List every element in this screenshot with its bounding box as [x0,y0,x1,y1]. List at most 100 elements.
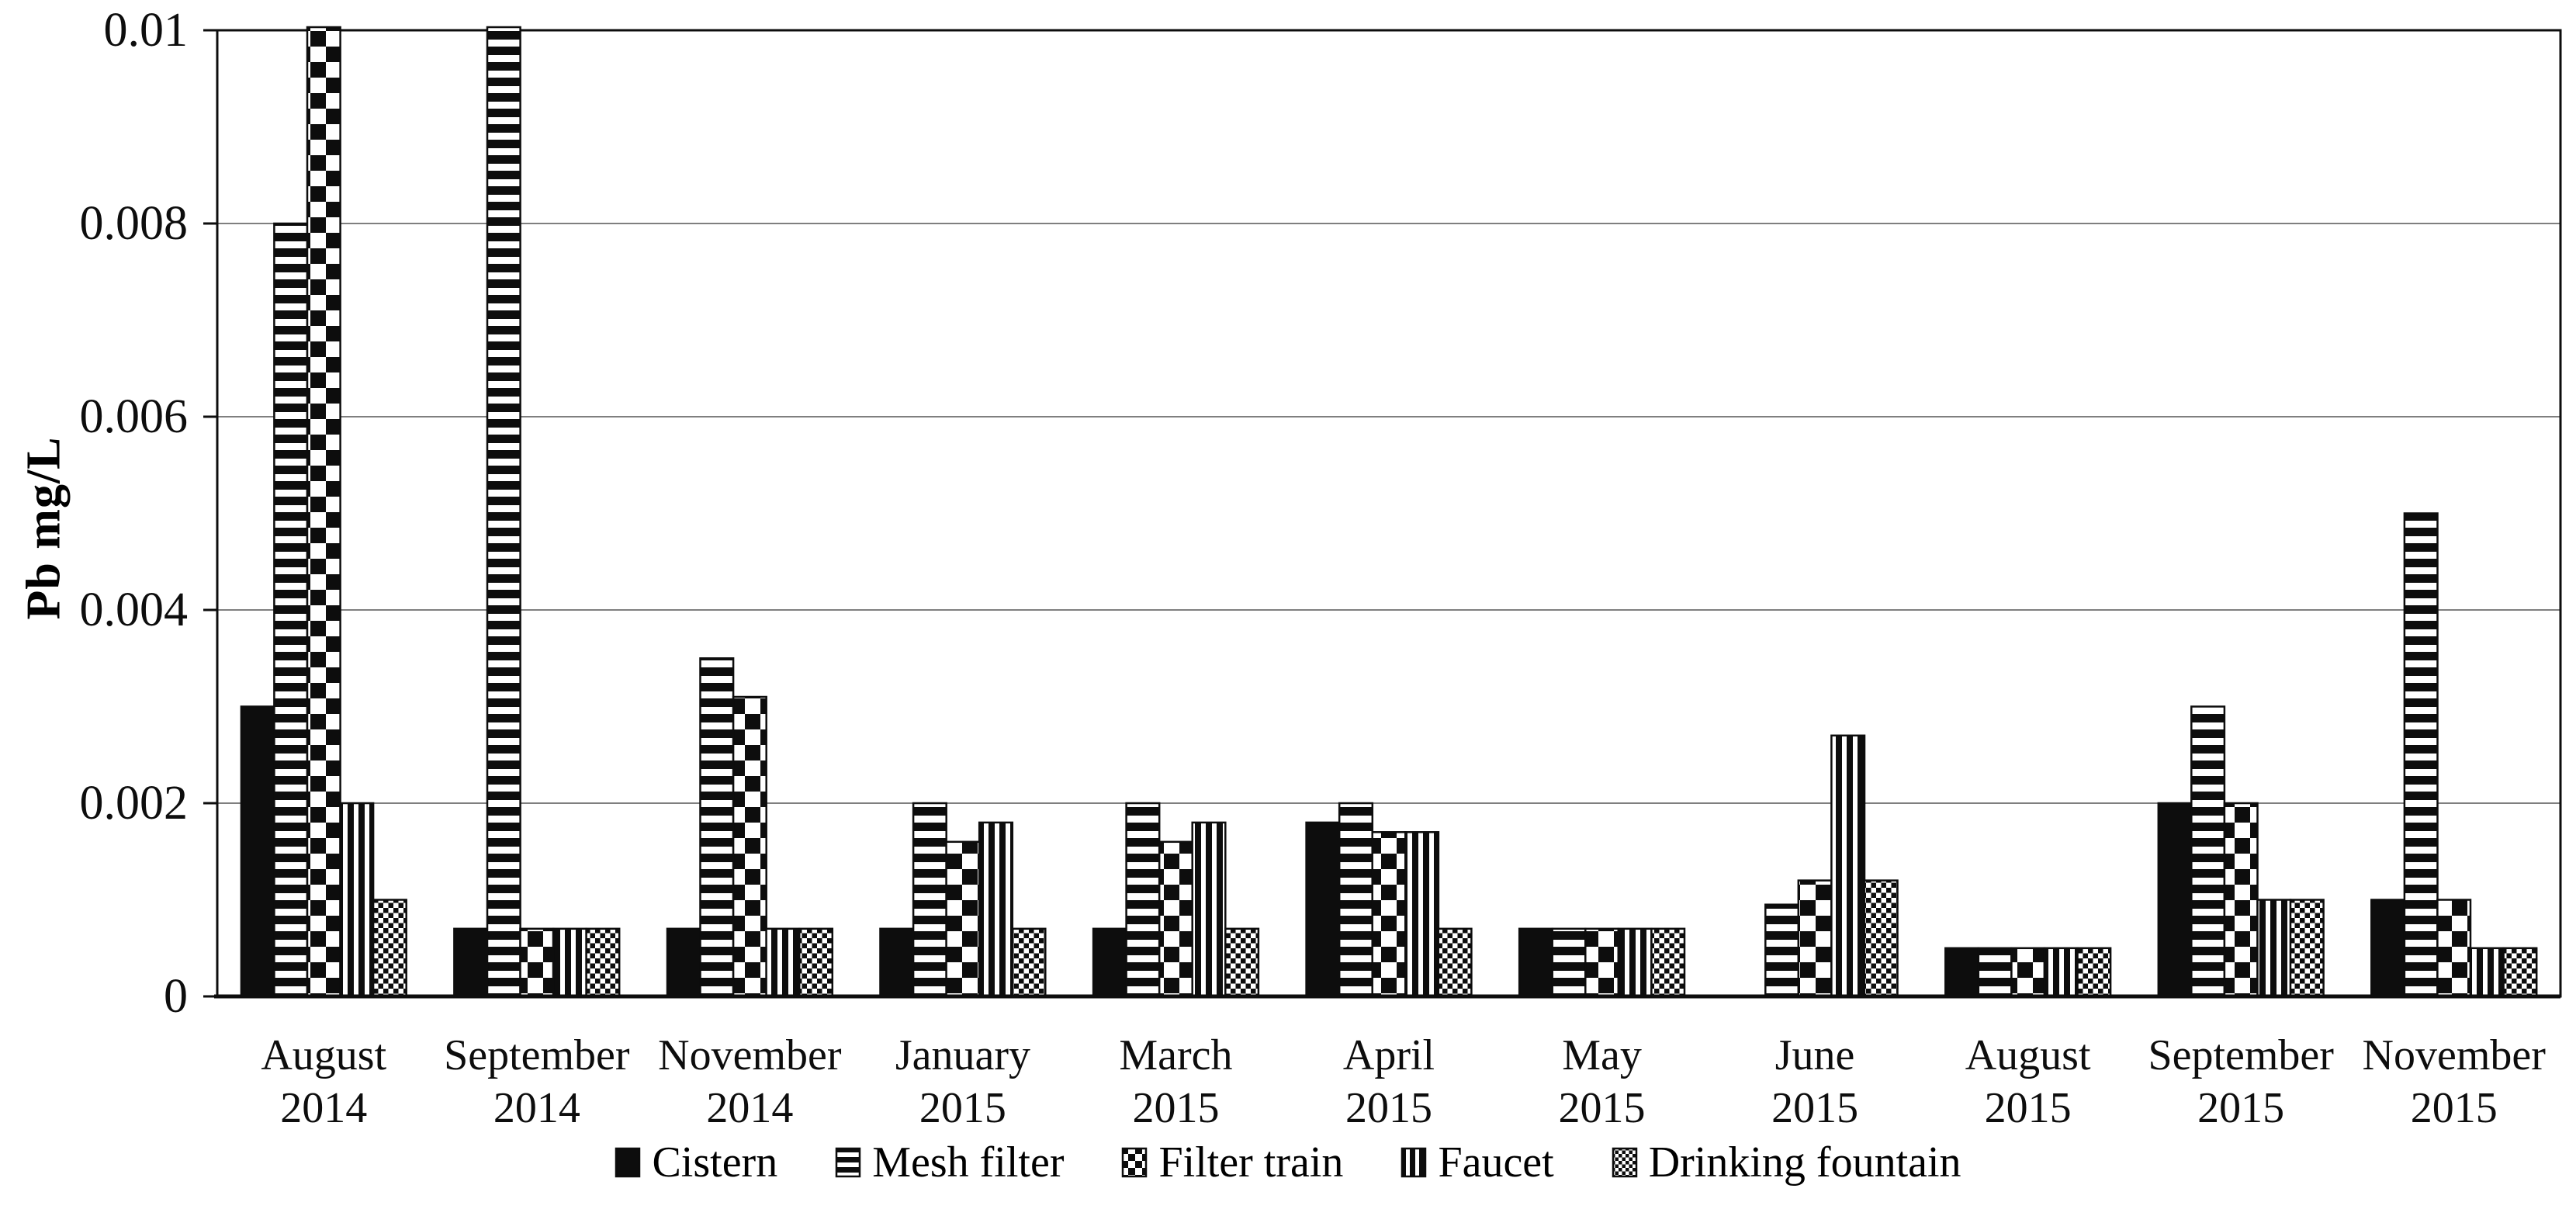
bar-drinking-fountain-march-2015 [1224,927,1260,998]
x-axis-label-month: April [1343,1031,1435,1079]
bar-mesh-filter-august-2015 [1977,947,2013,998]
x-axis-label-year: 2014 [493,1084,580,1132]
legend-item-filter-train: Filter train [1121,1138,1343,1187]
x-axis-label-year: 2015 [1771,1084,1858,1132]
x-axis-label-year: 2015 [1985,1084,2072,1132]
bar-mesh-filter-november-2015 [2403,512,2439,998]
y-tick-label: 0 [164,970,188,1023]
bar-drinking-fountain-september-2015 [2289,899,2325,998]
x-axis-label-year: 2015 [1559,1084,1646,1132]
bar-faucet-april-2015 [1404,831,1440,998]
bar-faucet-january-2015 [978,821,1014,998]
bar-mesh-filter-january-2015 [912,802,947,998]
bar-cistern-march-2015 [1092,927,1127,998]
bar-drinking-fountain-june-2015 [1863,879,1899,998]
x-axis-label-month: June [1775,1031,1855,1079]
bar-drinking-fountain-april-2015 [1437,927,1473,998]
bar-drinking-fountain-january-2015 [1011,927,1047,998]
x-axis-label-year: 2014 [280,1084,367,1132]
bar-cistern-may-2015 [1518,927,1554,998]
x-axis-label-month: August [1965,1031,2091,1079]
y-tick-label: 0.01 [104,4,189,57]
bar-faucet-august-2015 [2043,947,2079,998]
bar-filter-train-march-2015 [1158,840,1194,998]
legend-label: Filter train [1158,1138,1344,1187]
bar-faucet-march-2015 [1191,821,1227,998]
legend-label: Mesh filter [872,1138,1065,1187]
bar-drinking-fountain-november-2015 [2502,947,2538,998]
bar-cistern-september-2015 [2157,802,2193,998]
x-axis-label-month: September [444,1031,630,1079]
x-axis-label-month: November [2363,1031,2547,1079]
legend-item-drinking-fountain: Drinking fountain [1612,1138,1961,1187]
bar-faucet-june-2015 [1830,734,1866,998]
y-tick-label: 0.004 [80,584,189,636]
legend-item-mesh-filter: Mesh filter [835,1138,1064,1187]
bar-mesh-filter-november-2014 [699,657,735,998]
bar-faucet-november-2015 [2469,947,2505,998]
bar-mesh-filter-september-2015 [2190,705,2226,998]
x-axis-label-year: 2015 [919,1084,1006,1132]
legend-marker-horizontal-stripes-icon [835,1147,861,1178]
bar-filter-train-september-2014 [519,927,555,998]
x-axis-label-year: 2015 [1132,1084,1219,1132]
legend-label: Faucet [1438,1138,1554,1187]
bar-filter-train-august-2014 [306,26,341,998]
bar-faucet-may-2015 [1617,927,1653,998]
legend-marker-checkerboard-icon [1122,1147,1148,1178]
x-axis-label-year: 2015 [2411,1084,2498,1132]
legend-marker-vertical-stripes-icon [1401,1147,1427,1178]
bar-cistern-september-2014 [453,927,489,998]
x-axis-label-year: 2014 [706,1084,793,1132]
bar-faucet-august-2014 [339,802,375,998]
legend-label: Drinking fountain [1648,1138,1961,1187]
bar-filter-train-may-2015 [1584,927,1620,998]
y-tick-label: 0.008 [80,197,189,250]
bar-filter-train-june-2015 [1797,879,1833,998]
x-axis-label-month: September [2148,1031,2334,1079]
x-axis-label-year: 2015 [1345,1084,1432,1132]
y-tick-label: 0.002 [80,777,189,830]
bar-filter-train-september-2015 [2223,802,2259,998]
bar-mesh-filter-september-2014 [486,26,521,998]
legend: Cistern Mesh filter Filter train Faucet Drin… [0,1138,2576,1187]
bar-mesh-filter-april-2015 [1338,802,1374,998]
legend-item-cistern: Cistern [615,1138,777,1187]
bar-cistern-august-2015 [1944,947,1980,998]
legend-item-faucet: Faucet [1401,1138,1554,1187]
bar-cistern-november-2015 [2370,899,2406,998]
bar-cistern-january-2015 [879,927,915,998]
y-axis-title-text: Pb mg/L [17,435,71,620]
bar-faucet-november-2014 [765,927,801,998]
bar-filter-train-august-2015 [2010,947,2046,998]
y-tick-label: 0.006 [80,390,189,443]
bar-mesh-filter-march-2015 [1125,802,1161,998]
legend-marker-fine-checkerboard-icon [1612,1147,1637,1178]
x-axis-label-month: November [658,1031,842,1079]
bar-faucet-september-2015 [2256,899,2292,998]
x-axis-label-month: January [895,1031,1030,1079]
plot-area: 0 0.002 0.004 0.006 0.008 0.01 August 2014 Septe… [80,4,2562,1132]
bar-cistern-april-2015 [1305,821,1341,998]
bar-mesh-filter-may-2015 [1551,927,1587,998]
bar-filter-train-january-2015 [945,840,981,998]
x-axis-label-month: August [261,1031,386,1079]
x-axis-label-month: May [1562,1031,1642,1079]
bar-mesh-filter-august-2014 [273,222,309,998]
legend-label: Cistern [652,1138,778,1187]
bar-filter-train-november-2015 [2436,899,2472,998]
bar-drinking-fountain-august-2014 [372,899,407,998]
bar-filter-train-november-2014 [732,695,767,998]
bar-drinking-fountain-november-2014 [798,927,834,998]
bar-drinking-fountain-may-2015 [1650,927,1686,998]
x-axis-label-year: 2015 [2197,1084,2284,1132]
bar-drinking-fountain-august-2015 [2076,947,2112,998]
bar-mesh-filter-june-2015 [1764,903,1800,998]
bar-filter-train-april-2015 [1371,831,1407,998]
bar-cistern-november-2014 [666,927,701,998]
bar-cistern-august-2014 [240,705,275,998]
bar-faucet-september-2014 [552,927,587,998]
x-axis-label-month: March [1119,1031,1232,1079]
y-axis-title: Pb mg/L [9,233,79,823]
